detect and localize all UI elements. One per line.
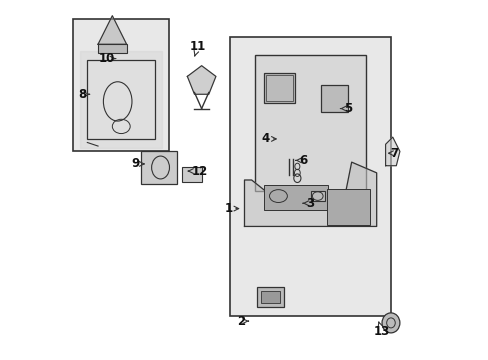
- Bar: [230, 37, 390, 316]
- Polygon shape: [187, 66, 216, 94]
- Bar: [257, 287, 283, 307]
- Text: 5: 5: [340, 102, 351, 115]
- Bar: [255, 55, 365, 191]
- Text: 6: 6: [295, 154, 307, 167]
- Text: 9: 9: [131, 157, 144, 170]
- Bar: [98, 44, 126, 53]
- Bar: [260, 291, 280, 303]
- Bar: [73, 19, 169, 152]
- Bar: [265, 75, 292, 102]
- Ellipse shape: [381, 313, 399, 333]
- Text: 11: 11: [189, 40, 206, 56]
- Bar: [310, 191, 324, 202]
- Polygon shape: [80, 51, 162, 148]
- Polygon shape: [98, 16, 126, 44]
- Bar: [326, 189, 369, 225]
- Polygon shape: [385, 137, 399, 166]
- Text: 10: 10: [99, 52, 116, 65]
- Text: 4: 4: [261, 132, 276, 145]
- Bar: [182, 167, 201, 182]
- Text: 2: 2: [236, 315, 248, 328]
- Text: 1: 1: [224, 202, 238, 215]
- Bar: [321, 85, 347, 112]
- Bar: [264, 73, 294, 103]
- Bar: [264, 185, 328, 210]
- Bar: [87, 60, 155, 139]
- Text: 3: 3: [303, 197, 314, 210]
- Text: 12: 12: [188, 165, 207, 177]
- Polygon shape: [244, 162, 376, 226]
- Text: 8: 8: [78, 88, 89, 101]
- Bar: [141, 152, 176, 184]
- Text: 13: 13: [373, 322, 389, 338]
- Text: 7: 7: [388, 147, 398, 160]
